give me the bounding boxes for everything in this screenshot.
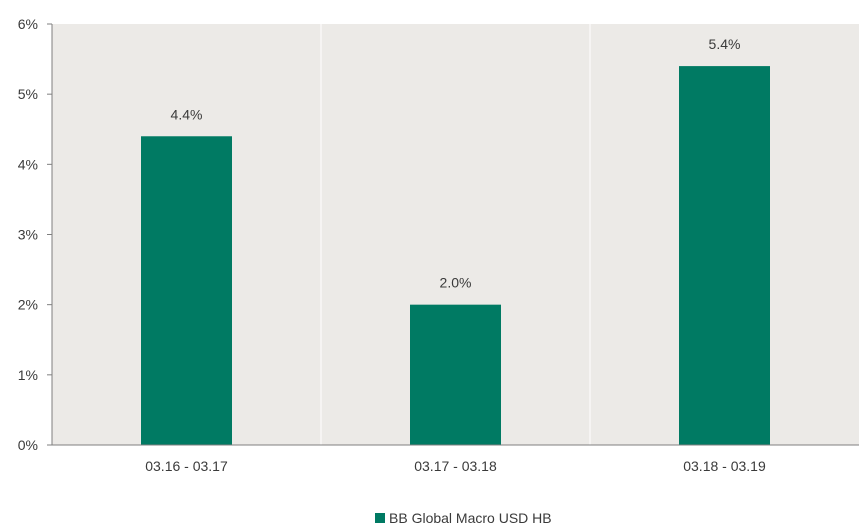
y-tick-label: 3% <box>18 227 38 243</box>
legend-swatch <box>375 513 385 523</box>
y-tick-label: 4% <box>18 156 38 172</box>
y-tick-label: 1% <box>18 367 38 383</box>
data-label: 2.0% <box>440 275 472 291</box>
category-separators <box>320 24 591 445</box>
bar <box>679 66 770 445</box>
bar <box>410 304 501 445</box>
y-tick-label: 5% <box>18 86 38 102</box>
x-category-label: 03.17 - 03.18 <box>414 458 497 474</box>
data-labels-group: 4.4% 2.0% 5.4% <box>171 36 741 291</box>
y-tick-label: 0% <box>18 437 38 453</box>
data-label: 4.4% <box>171 106 203 122</box>
x-category-label: 03.18 - 03.19 <box>683 458 766 474</box>
y-axis: 0% 1% 2% 3% 4% 5% 6% <box>18 16 53 453</box>
bars-group <box>141 66 770 445</box>
x-axis: 03.16 - 03.17 03.17 - 03.18 03.18 - 03.19 <box>52 444 859 474</box>
y-tick-label: 6% <box>18 16 38 32</box>
bar <box>141 136 232 445</box>
x-category-label: 03.16 - 03.17 <box>145 458 228 474</box>
legend: BB Global Macro USD HB <box>375 510 552 525</box>
data-label: 5.4% <box>709 36 741 52</box>
legend-label: BB Global Macro USD HB <box>389 510 552 525</box>
y-tick-label: 2% <box>18 297 38 313</box>
